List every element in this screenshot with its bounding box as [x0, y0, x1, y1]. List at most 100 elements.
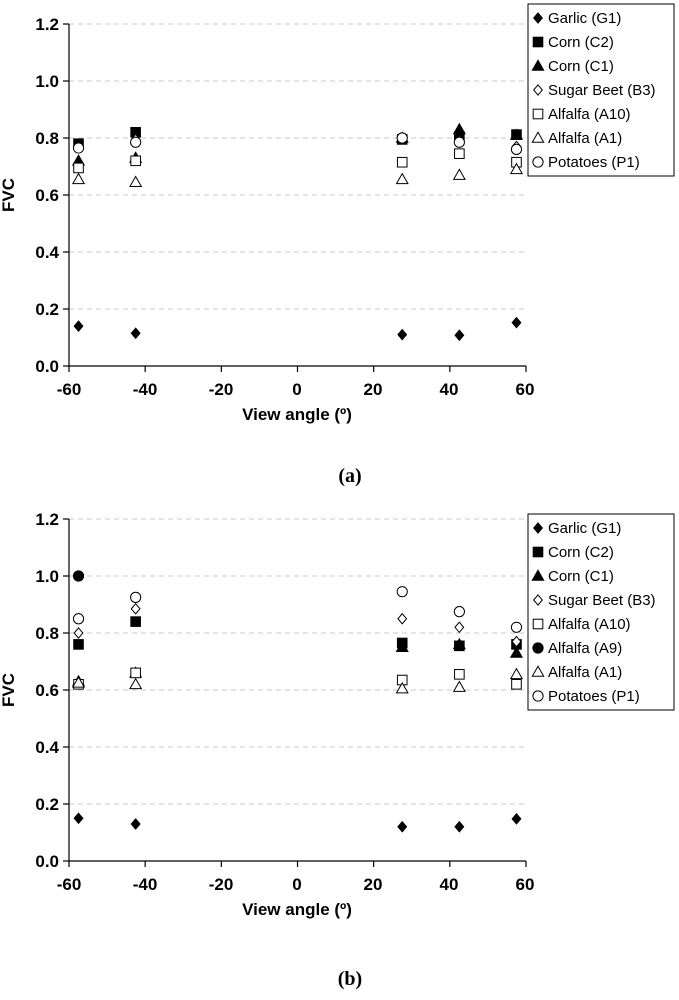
panel-a-y-tick-label: 0.4	[35, 243, 59, 262]
panel-a-y-tick-label: 1.0	[35, 72, 59, 91]
data-point-garlic-g1	[397, 328, 408, 341]
data-point-sugar-beet-b3	[130, 602, 141, 615]
data-point-corn-c2	[73, 639, 84, 650]
data-point-corn-c1	[509, 646, 524, 658]
data-point-potatoes-p1	[510, 621, 523, 633]
panel-b-legend-label: Corn (C1)	[548, 568, 614, 585]
panel-b-x-tick-label: 20	[364, 875, 383, 894]
legend-marker	[532, 156, 544, 168]
panel-a-x-axis-label: View angle (º)	[242, 405, 352, 424]
data-point-corn-c1	[452, 122, 466, 135]
legend-marker	[532, 690, 544, 702]
panel-b-y-tick-label: 0.8	[35, 624, 59, 643]
panel-b-legend-box	[527, 513, 675, 711]
data-point-alfalfa-a1	[395, 172, 409, 185]
panel-a-legend-label: Alfalfa (A1)	[548, 130, 622, 147]
data-point-garlic-g1	[73, 320, 84, 332]
panel-a-y-tick-label: 0.8	[35, 129, 59, 148]
panel-a-legend-label: Potatoes (P1)	[548, 154, 640, 171]
data-point-potatoes-p1	[130, 136, 142, 148]
panel-a-caption: (a)	[338, 465, 361, 487]
legend-marker	[533, 12, 543, 24]
panel-b-ticks	[63, 518, 527, 867]
data-point-alfalfa-a9	[72, 570, 85, 582]
data-point-corn-c1	[509, 128, 524, 140]
legend-marker	[532, 642, 544, 654]
data-point-garlic-g1	[511, 812, 522, 825]
panel-b-y-tick-label: 0.6	[35, 681, 59, 700]
data-point-alfalfa-a10	[396, 156, 408, 168]
panel-a-legend-label: Sugar Beet (B3)	[548, 82, 656, 99]
panel-b-x-axis-label: View angle (º)	[242, 900, 352, 919]
legend-marker	[531, 665, 545, 677]
panel-b-legend-label: Alfalfa (A10)	[548, 616, 631, 633]
data-point-alfalfa-a1	[509, 162, 524, 175]
data-point-sugar-beet-b3	[454, 621, 465, 634]
panel-b-x-tick-label: -40	[133, 875, 158, 894]
panel-b-x-tick-label: 40	[440, 875, 459, 894]
legend-marker	[533, 84, 543, 96]
panel-b-markers	[71, 570, 524, 833]
data-point-alfalfa-a1	[129, 677, 143, 690]
panel-b-x-tick-label: -20	[209, 875, 234, 894]
data-point-garlic-g1	[130, 818, 141, 830]
panel-b-legend-label: Alfalfa (A9)	[548, 640, 622, 657]
data-point-garlic-g1	[73, 812, 84, 825]
panel-a-y-tick-label: 0.2	[35, 300, 59, 319]
data-point-alfalfa-a1	[509, 667, 524, 680]
legend-marker	[532, 108, 544, 120]
data-point-garlic-g1	[130, 327, 141, 340]
data-point-potatoes-p1	[396, 132, 408, 144]
panel-a-gridlines	[69, 23, 526, 310]
data-point-alfalfa-a10	[454, 148, 465, 159]
panel-a-ticks	[63, 23, 527, 372]
data-point-alfalfa-a10	[130, 155, 141, 167]
panel-b-y-tick-label: 0.4	[35, 738, 59, 757]
panel-b-legend-label: Garlic (G1)	[548, 520, 621, 537]
panel-b-legend-label: Alfalfa (A1)	[548, 664, 622, 681]
legend-marker	[531, 569, 545, 581]
data-point-sugar-beet-b3	[73, 627, 84, 639]
legend-marker	[531, 59, 545, 71]
data-point-sugar-beet-b3	[511, 635, 522, 648]
data-point-garlic-g1	[454, 329, 465, 342]
panel-b-gridlines	[69, 518, 526, 805]
panel-b-legend-label: Potatoes (P1)	[548, 688, 640, 705]
data-point-potatoes-p1	[453, 606, 465, 618]
data-point-potatoes-p1	[130, 591, 142, 603]
data-point-alfalfa-a10	[130, 667, 141, 679]
panel-b-legend-symbols	[531, 522, 545, 702]
data-point-alfalfa-a1	[71, 172, 86, 185]
panel-b-y-tick-label: 0.0	[35, 852, 59, 871]
panel-a-y-tick-label: 0.0	[35, 357, 59, 376]
panel-a-x-tick-label: 20	[364, 380, 383, 399]
data-point-alfalfa-a10	[454, 669, 465, 680]
panel-b-x-tick-label: 0	[292, 875, 301, 894]
panel-a-legend-label: Garlic (G1)	[548, 10, 621, 27]
panel-b-x-tick-label: -60	[57, 875, 82, 894]
data-point-garlic-g1	[397, 820, 408, 833]
panel-a-x-tick-label: 0	[292, 380, 301, 399]
panel-a-x-tick-label: -60	[57, 380, 82, 399]
panel-a-x-tick-label: 40	[440, 380, 459, 399]
panel-a-markers	[71, 122, 524, 342]
data-point-sugar-beet-b3	[397, 612, 408, 625]
panel-a-legend-label: Corn (C2)	[548, 34, 614, 51]
panel-a: 0.0 0.2 0.4 0.6 0.8 1.0 1.2 -60 -40 -20 …	[0, 3, 675, 487]
legend-marker	[533, 594, 543, 606]
legend-marker	[532, 618, 544, 630]
data-point-alfalfa-a1	[395, 681, 409, 694]
data-point-potatoes-p1	[396, 586, 408, 598]
data-point-alfalfa-a1	[452, 680, 466, 692]
panel-a-legend-box	[527, 3, 675, 177]
panel-a-x-tick-label: -20	[209, 380, 234, 399]
legend-marker	[532, 36, 544, 48]
data-point-potatoes-p1	[72, 142, 85, 154]
panel-b: 0.0 0.2 0.4 0.6 0.8 1.0 1.2 -60 -40 -20 …	[0, 510, 675, 990]
legend-marker	[533, 522, 543, 534]
panel-b-y-tick-label: 0.2	[35, 795, 59, 814]
panel-b-caption: (b)	[338, 968, 362, 990]
panel-b-y-tick-label: 1.0	[35, 567, 59, 586]
panel-a-legend-label: Alfalfa (A10)	[548, 106, 631, 123]
